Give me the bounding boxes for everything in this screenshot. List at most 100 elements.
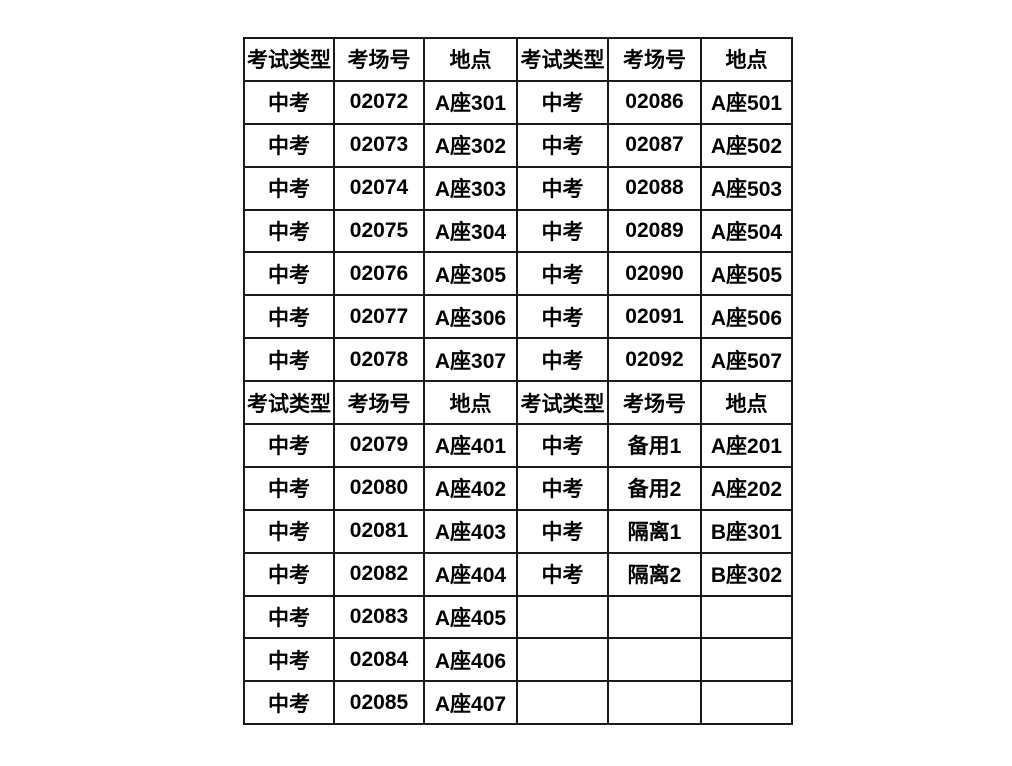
table-cell: B座302 [700,551,793,597]
header-cell: 地点 [700,37,793,82]
header-cell: 考场号 [607,380,702,426]
table-row: 中考 02077 A座306 中考 02091 A座506 [243,294,793,340]
header-cell: 考试类型 [516,380,609,426]
table-cell: A座307 [423,337,518,383]
table-row: 中考 02083 A座405 [243,594,793,640]
table-cell: 隔离1 [607,508,702,554]
table-cell: 中考 [516,551,609,597]
table-cell: 中考 [516,294,609,340]
table-cell: 中考 [516,465,609,511]
table-cell [700,637,793,683]
table-cell: A座304 [423,208,518,254]
header-cell: 地点 [423,380,518,426]
table-cell: 02091 [607,294,702,340]
table-cell: 02074 [333,165,425,211]
table-cell: 02085 [333,680,425,726]
table-cell: A座504 [700,208,793,254]
header-cell: 考场号 [607,37,702,82]
header-cell: 考场号 [333,380,425,426]
table-row: 中考 02072 A座301 中考 02086 A座501 [243,79,793,125]
table-cell: 02078 [333,337,425,383]
header-cell: 地点 [700,380,793,426]
table-cell: 中考 [516,122,609,168]
table-cell: A座501 [700,79,793,125]
header-row: 考试类型 考场号 地点 考试类型 考场号 地点 [243,380,793,426]
table-cell: A座202 [700,465,793,511]
table-cell: 02092 [607,337,702,383]
table-cell: 备用1 [607,423,702,468]
table-row: 中考 02073 A座302 中考 02087 A座502 [243,122,793,168]
table-cell: 中考 [516,165,609,211]
table-cell: 备用2 [607,465,702,511]
table-cell: 02083 [333,594,425,640]
table-row: 中考 02076 A座305 中考 02090 A座505 [243,251,793,297]
header-cell: 考试类型 [516,37,609,82]
table-row: 中考 02085 A座407 [243,680,793,726]
table-cell: A座402 [423,465,518,511]
table-cell: 中考 [516,79,609,125]
table-cell: 02082 [333,551,425,597]
table-cell [607,680,702,726]
table-cell: 中考 [243,551,335,597]
table-cell: 中考 [243,637,335,683]
header-cell: 考场号 [333,37,425,82]
table-cell: 中考 [243,251,335,297]
table-cell: 中考 [243,508,335,554]
table-cell: A座301 [423,79,518,125]
table-row: 中考 02082 A座404 中考 隔离2 B座302 [243,551,793,597]
exam-room-assignment-table: 考试类型 考场号 地点 考试类型 考场号 地点 中考 02072 A座301 中考 02086 A座5… [243,37,793,726]
table-cell: 中考 [243,79,335,125]
table-cell: A座306 [423,294,518,340]
table-cell: 中考 [243,122,335,168]
table-cell: 02077 [333,294,425,340]
table-cell: 中考 [243,465,335,511]
table-cell: A座403 [423,508,518,554]
table-cell: 02072 [333,79,425,125]
table-cell: 中考 [516,423,609,468]
table-cell: A座405 [423,594,518,640]
table-cell: 02087 [607,122,702,168]
table-cell: 隔离2 [607,551,702,597]
table-cell: A座503 [700,165,793,211]
table-row: 中考 02079 A座401 中考 备用1 A座201 [243,423,793,468]
table-cell: 02073 [333,122,425,168]
table-cell [607,594,702,640]
table-cell: 中考 [243,594,335,640]
table-cell: A座507 [700,337,793,383]
table-row: 中考 02081 A座403 中考 隔离1 B座301 [243,508,793,554]
table-cell: 02081 [333,508,425,554]
table-cell: 中考 [243,165,335,211]
table-row: 中考 02078 A座307 中考 02092 A座507 [243,337,793,383]
table-cell: A座506 [700,294,793,340]
table-cell: A座505 [700,251,793,297]
table-cell: A座305 [423,251,518,297]
table-cell: 02076 [333,251,425,297]
table-cell: 02090 [607,251,702,297]
table-cell: 中考 [516,208,609,254]
header-cell: 考试类型 [243,380,335,426]
table-cell: A座406 [423,637,518,683]
table-cell: 02088 [607,165,702,211]
table-cell [700,680,793,726]
table-cell: A座303 [423,165,518,211]
table-cell: 中考 [243,208,335,254]
exam-table: 考试类型 考场号 地点 考试类型 考场号 地点 中考 02072 A座301 中考 02086 A座5… [243,37,793,726]
table-cell: 中考 [516,337,609,383]
table-cell: A座502 [700,122,793,168]
table-cell: B座301 [700,508,793,554]
header-cell: 考试类型 [243,37,335,82]
table-cell [516,594,609,640]
table-cell: 中考 [516,251,609,297]
table-cell: A座407 [423,680,518,726]
table-cell: A座401 [423,423,518,468]
table-cell: 02084 [333,637,425,683]
table-cell [516,680,609,726]
table-cell: A座404 [423,551,518,597]
header-cell: 地点 [423,37,518,82]
table-cell [607,637,702,683]
table-cell: A座201 [700,423,793,468]
table-cell: A座302 [423,122,518,168]
table-cell: 中考 [243,680,335,726]
table-cell: 02089 [607,208,702,254]
table-cell [700,594,793,640]
